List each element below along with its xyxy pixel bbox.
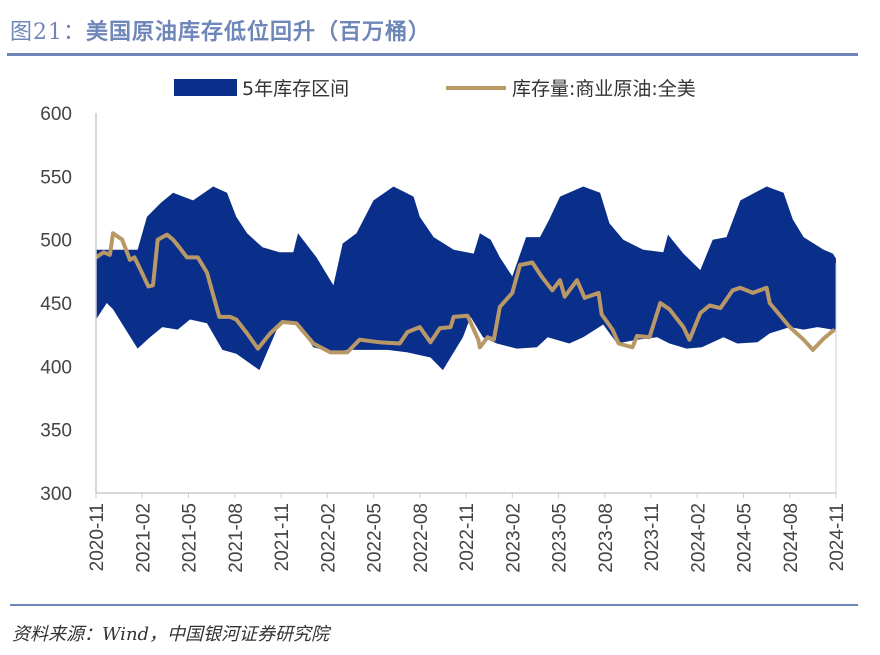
footer-divider [10,604,858,606]
x-tick-label: 2021-11 [272,503,293,571]
x-tick-label: 2024-08 [781,503,802,573]
figure-title: 图21：美国原油库存低位回升（百万桶） [10,14,431,46]
commercial-crude-inventory-line [94,231,836,355]
x-tick-label: 2023-02 [503,503,524,573]
legend-band-label: 5年库存区间 [242,78,349,100]
y-tick-label: 450 [40,294,72,315]
legend-band-swatch [174,79,237,96]
x-tick-label: 2023-05 [550,503,571,573]
legend: 5年库存区间 库存量:商业原油:全美 [174,78,696,100]
y-tick-label: 500 [40,231,72,252]
x-tick-label: 2021-08 [226,503,247,573]
x-tick-label: 2021-05 [180,503,201,573]
x-tick-label: 2024-05 [735,503,756,573]
source-note: 资料来源：Wind，中国银河证券研究院 [12,624,330,645]
figure-number: 图21： [10,20,86,45]
x-tick-label: 2022-05 [365,503,386,573]
y-tick-label: 550 [40,167,72,188]
x-tick-label: 2023-11 [642,503,663,571]
x-tick-label: 2024-02 [688,503,709,573]
y-tick-label: 350 [40,421,72,442]
x-tick-label: 2020-11 [87,503,108,571]
y-tick-label: 600 [40,104,72,125]
title-divider [7,53,858,56]
x-tick-label: 2024-11 [827,503,848,571]
x-tick-label: 2021-02 [133,503,154,573]
x-tick-label: 2022-02 [318,503,339,573]
y-tick-label: 300 [40,484,72,505]
y-tick-label: 400 [40,357,72,378]
x-tick-label: 2022-11 [457,503,478,571]
legend-line-label: 库存量:商业原油:全美 [512,78,696,100]
five-year-range-band [96,186,836,371]
figure-title-text: 美国原油库存低位回升（百万桶） [86,19,432,45]
x-tick-label: 2023-08 [596,503,617,573]
x-tick-label: 2022-08 [411,503,432,573]
